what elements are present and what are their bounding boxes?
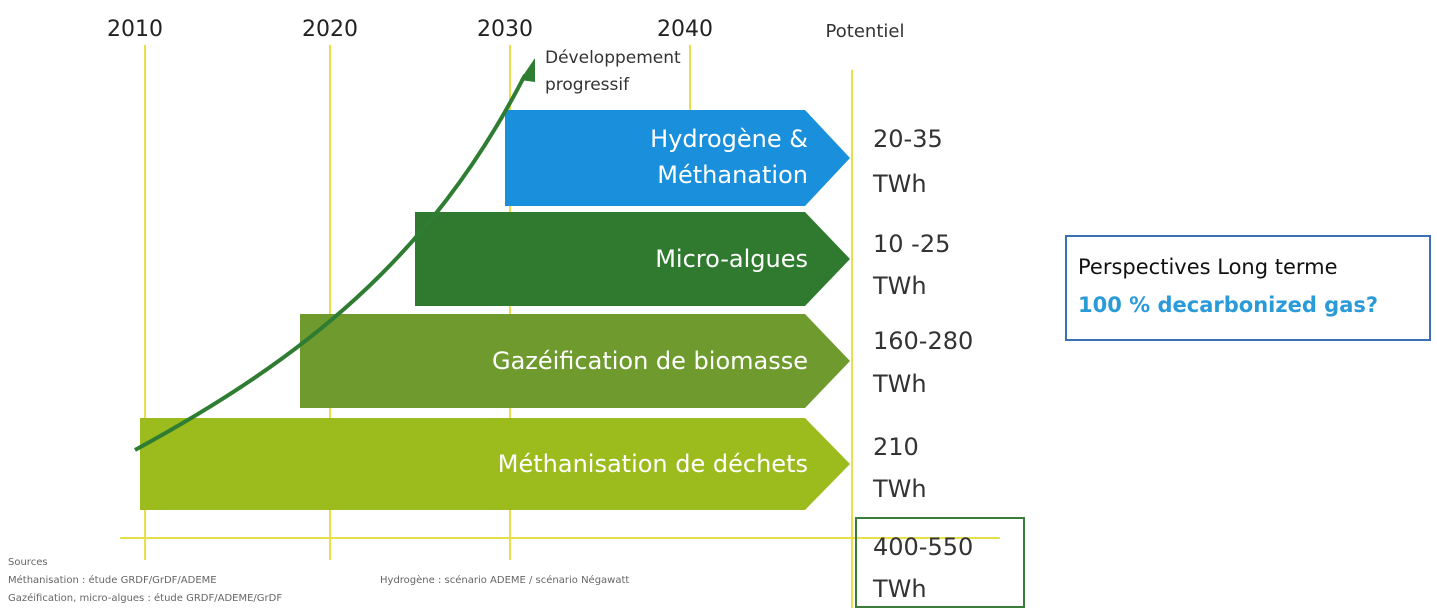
potential-header: Potentiel — [826, 21, 905, 42]
arrow-gasification — [300, 314, 850, 408]
pathway-label: Méthanation — [657, 161, 808, 189]
pathway-label: Hydrogène & — [650, 125, 808, 153]
arrow-methanisation — [140, 418, 850, 510]
pathway-label: Méthanisation de déchets — [498, 450, 808, 478]
year: 2040 — [657, 17, 713, 42]
year: 2020 — [302, 17, 358, 42]
development-label: Développement — [545, 48, 681, 68]
sources-title: Sources — [8, 557, 48, 568]
curve-arrowhead — [520, 58, 535, 82]
potential-unit: TWh — [872, 170, 927, 198]
perspective-title: Perspectives Long terme — [1078, 255, 1338, 279]
source: Gazéification, micro-algues : étude GRDF… — [8, 592, 282, 604]
potential-unit: TWh — [872, 475, 927, 503]
arrow-microalgae — [415, 212, 850, 306]
pathway-label: Micro-algues — [655, 245, 808, 273]
pathway-label: Gazéification de biomasse — [492, 347, 808, 375]
total-unit: TWh — [872, 575, 927, 603]
potential: 20-35 — [873, 125, 943, 153]
perspective-question: 100 % decarbonized gas? — [1078, 293, 1378, 317]
perspective-box — [1065, 235, 1431, 341]
development-curve — [134, 74, 527, 452]
year: 2030 — [477, 17, 533, 42]
total-potential: 400-550 — [873, 533, 973, 561]
development-label: progressif — [545, 75, 630, 95]
source: Méthanisation : étude GRDF/GrDF/ADEME — [8, 574, 217, 586]
potential: 10 -25 — [873, 230, 950, 258]
arrow-hydrogen — [505, 110, 850, 206]
year: 2010 — [107, 17, 163, 42]
potential-unit: TWh — [872, 272, 927, 300]
potential: 210 — [873, 433, 919, 461]
source: Hydrogène : scénario ADEME / scénario Né… — [380, 574, 629, 586]
potential-unit: TWh — [872, 370, 927, 398]
total-box — [855, 517, 1025, 608]
potential: 160-280 — [873, 327, 973, 355]
